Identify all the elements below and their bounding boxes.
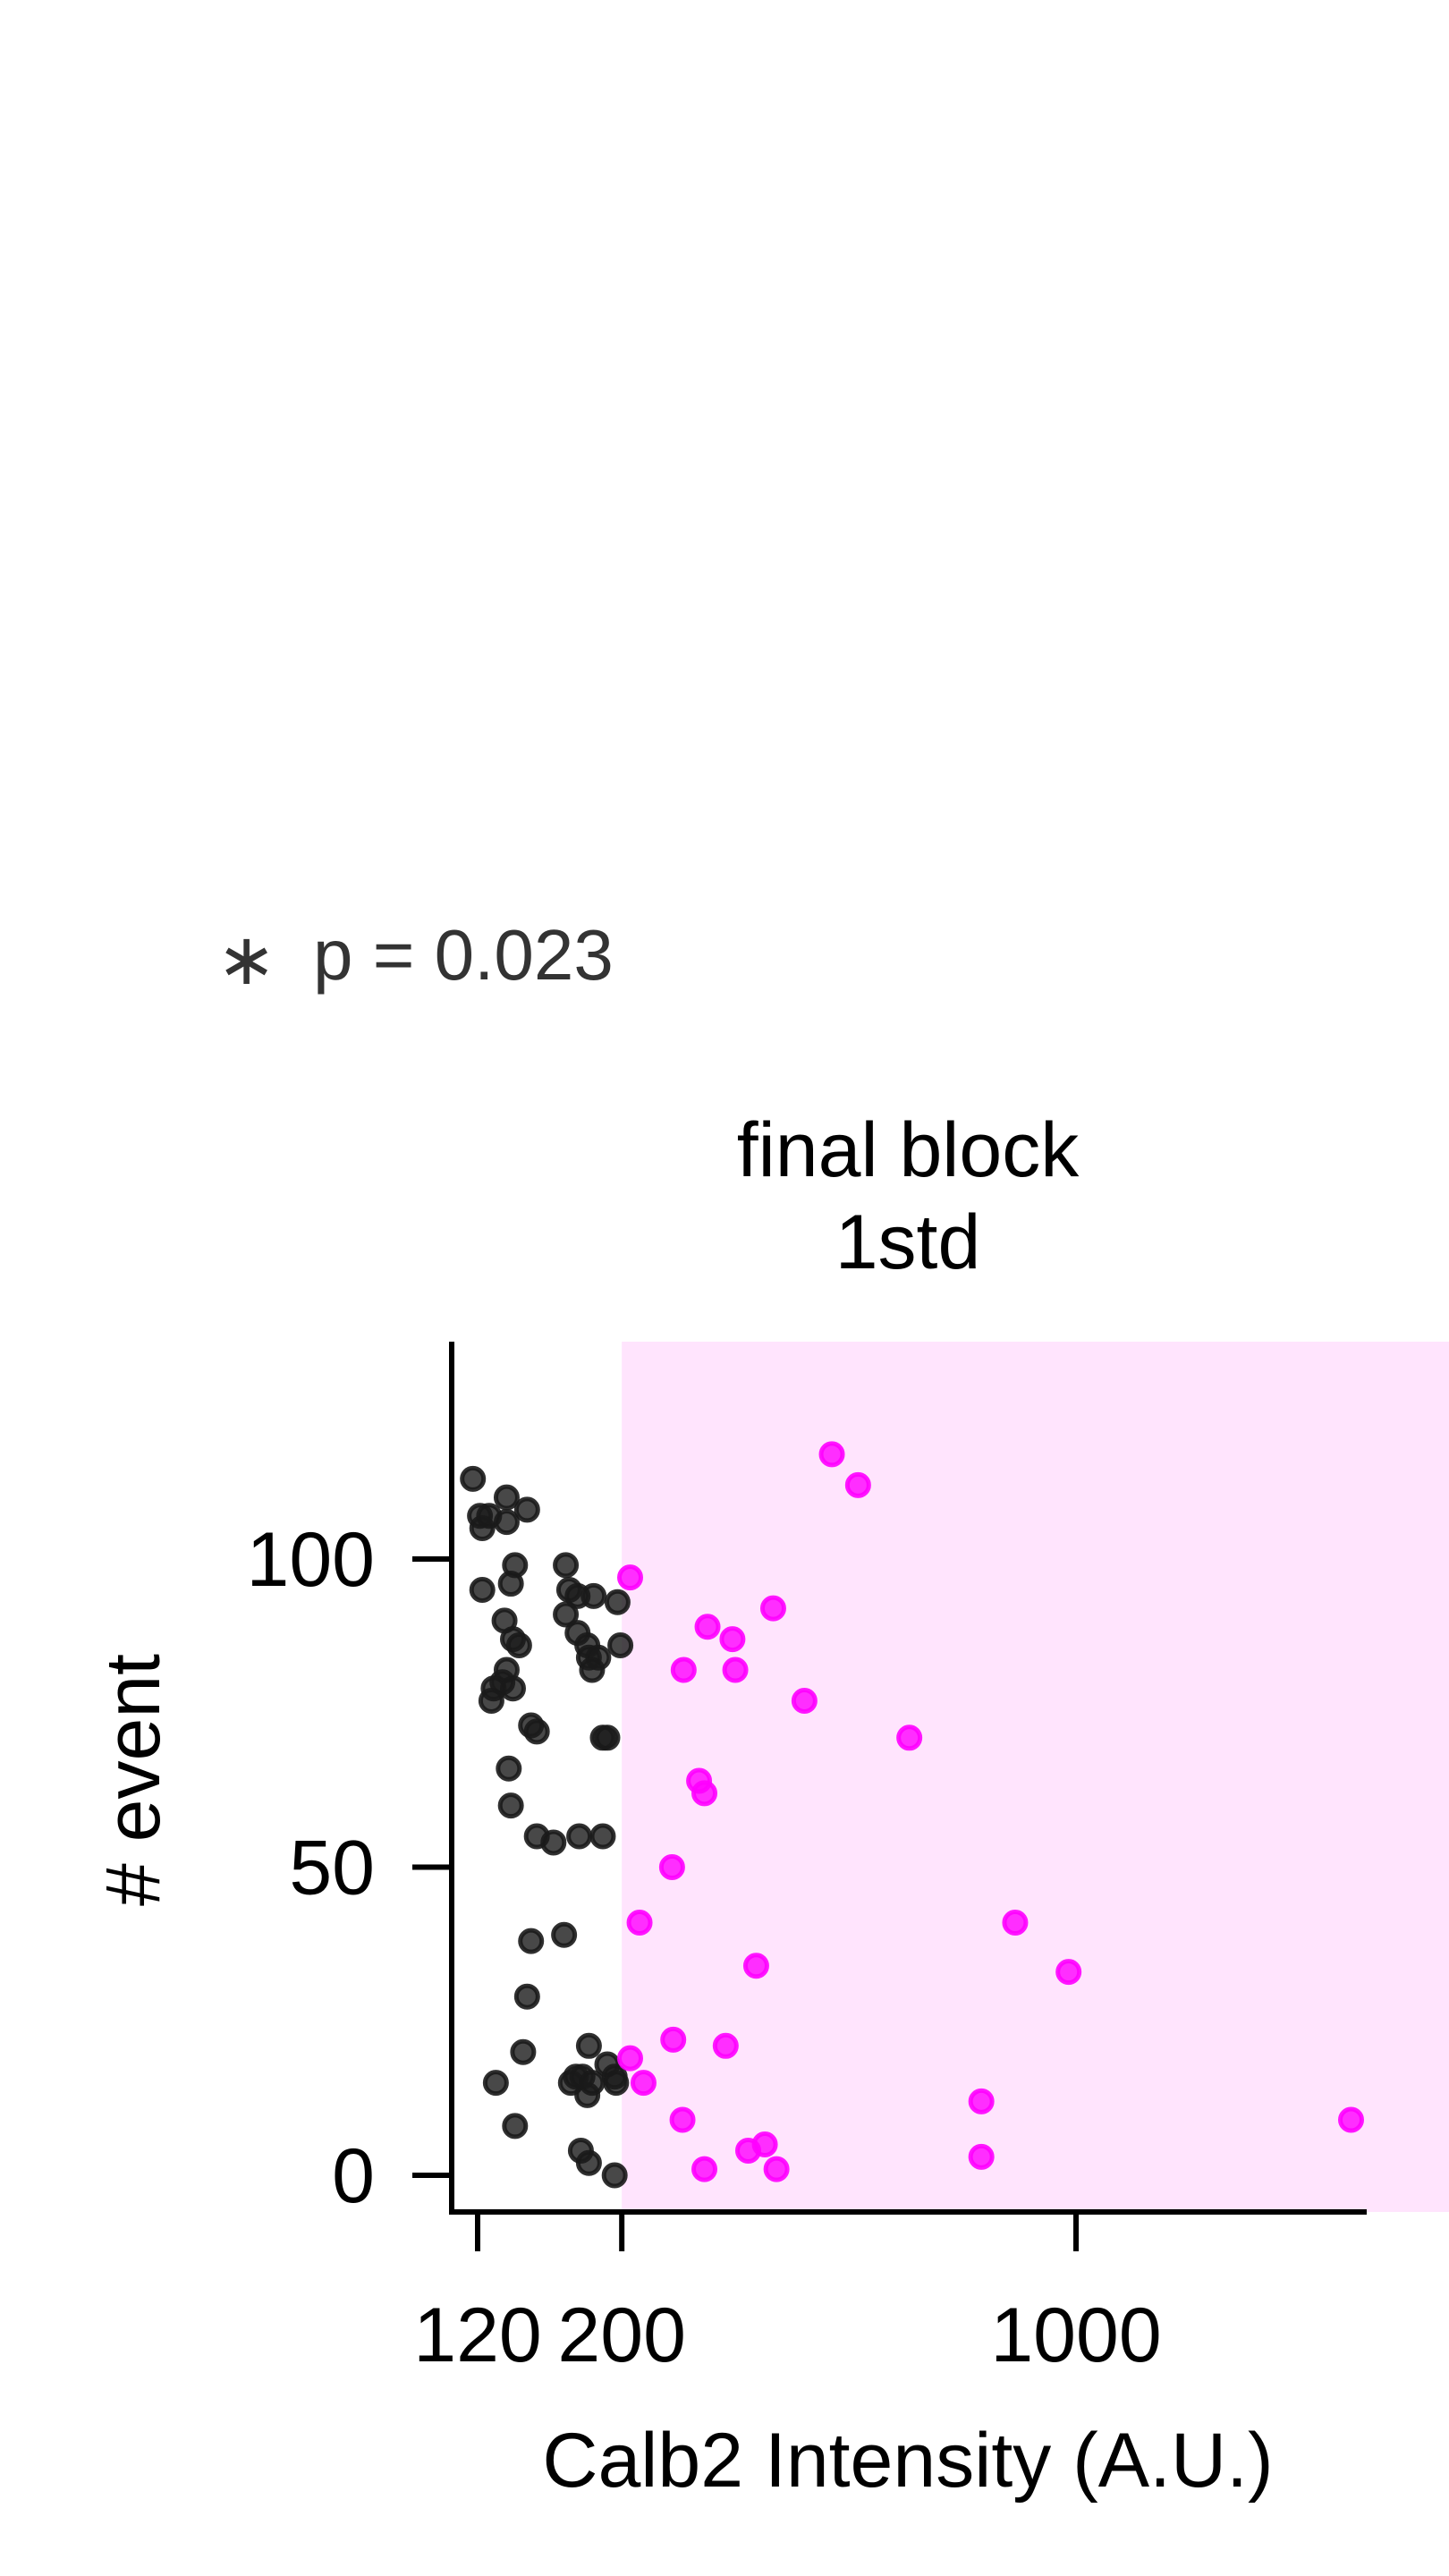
point-s1-57 xyxy=(575,2149,602,2176)
point-s1-40 xyxy=(579,1657,606,1683)
y-axis-ticks: 0 50 100 xyxy=(247,1517,452,2219)
point-s2-18 xyxy=(751,2131,778,2158)
title-line-1: final block xyxy=(737,1107,1080,1193)
point-s1-28 xyxy=(502,2113,529,2140)
point-s1-8 xyxy=(469,1576,496,1603)
point-s1-34 xyxy=(564,1582,591,1609)
point-s2-5 xyxy=(630,2070,657,2097)
point-s1-43 xyxy=(540,1829,567,1856)
point-s1-47 xyxy=(575,2032,602,2059)
point-s2-25 xyxy=(968,2088,995,2114)
point-s2-17 xyxy=(742,1953,769,1979)
point-s1-31 xyxy=(553,1601,580,1628)
point-s2-2 xyxy=(626,1910,653,1936)
point-s1-7 xyxy=(513,1496,540,1523)
point-s2-6 xyxy=(660,2026,687,2053)
point-s1-6 xyxy=(493,1509,520,1536)
point-s2-19 xyxy=(763,2156,790,2182)
point-s2-3 xyxy=(658,1854,685,1880)
y-axis-label: # event xyxy=(90,1654,176,1906)
point-s1-55 xyxy=(579,2070,606,2097)
x-axis-label: Calb2 Intensity (A.U.) xyxy=(542,2418,1273,2504)
point-s1-13 xyxy=(505,1631,532,1658)
point-s2-7 xyxy=(669,2106,696,2133)
point-s1-5 xyxy=(493,1484,520,1511)
x-tick-label-200: 200 xyxy=(557,2292,686,2378)
y-tick-label-0: 0 xyxy=(332,2133,375,2219)
point-s2-27 xyxy=(1002,1910,1029,1936)
point-s1-21 xyxy=(496,1755,522,1782)
point-s1-45 xyxy=(589,1823,616,1850)
x-axis-ticks: 120 200 1000 xyxy=(413,2212,1162,2378)
p-value-label: p = 0.023 xyxy=(313,915,614,995)
point-s2-22 xyxy=(818,1441,845,1468)
significance-annotation: ∗ p = 0.023 xyxy=(216,915,614,999)
point-s1-27 xyxy=(482,2070,509,2097)
y-tick-label-100: 100 xyxy=(247,1517,376,1603)
point-s1-39 xyxy=(607,1631,634,1658)
point-s2-14 xyxy=(719,1626,746,1653)
point-s1-58 xyxy=(601,2162,628,2189)
point-s2-28 xyxy=(1055,1959,1082,1986)
point-s1-20 xyxy=(523,1718,550,1745)
point-s1-26 xyxy=(510,2038,537,2065)
point-s2-4 xyxy=(617,2045,644,2072)
point-s2-8 xyxy=(670,1657,697,1683)
point-s1-22 xyxy=(497,1792,524,1819)
point-s2-29 xyxy=(1337,2106,1364,2133)
title-line-2: 1std xyxy=(835,1199,981,1285)
point-s2-26 xyxy=(968,2143,995,2170)
point-s2-21 xyxy=(791,1687,818,1714)
point-s2-24 xyxy=(896,1724,923,1751)
point-s2-13 xyxy=(691,2156,718,2182)
point-s1-10 xyxy=(502,1552,529,1579)
point-s2-15 xyxy=(722,1657,749,1683)
point-s2-20 xyxy=(759,1595,786,1622)
x-tick-label-1000: 1000 xyxy=(990,2292,1161,2378)
point-s1-25 xyxy=(513,1983,540,2010)
significance-star: ∗ xyxy=(216,919,276,999)
point-s1-30 xyxy=(553,1552,580,1579)
point-s2-11 xyxy=(694,1614,721,1640)
point-s1-17 xyxy=(499,1675,526,1702)
point-s2-23 xyxy=(844,1471,871,1498)
point-s1-44 xyxy=(566,1823,593,1850)
point-s2-12 xyxy=(712,2032,739,2059)
point-s1-24 xyxy=(518,1928,545,1954)
y-tick-label-50: 50 xyxy=(289,1826,375,1911)
point-s2-1 xyxy=(617,1564,644,1591)
point-s1-38 xyxy=(604,1589,631,1615)
x-tick-label-120: 120 xyxy=(413,2292,542,2378)
series-above-threshold xyxy=(617,1441,1364,2182)
series-below-threshold xyxy=(460,1465,634,2189)
point-s1-50 xyxy=(603,2070,630,2097)
point-s1-18 xyxy=(478,1687,504,1714)
point-s1-1 xyxy=(460,1465,487,1492)
point-s2-10 xyxy=(691,1780,718,1807)
point-s1-42 xyxy=(594,1724,621,1751)
highlight-region xyxy=(622,1342,1449,2212)
point-s1-46 xyxy=(551,1921,578,1948)
